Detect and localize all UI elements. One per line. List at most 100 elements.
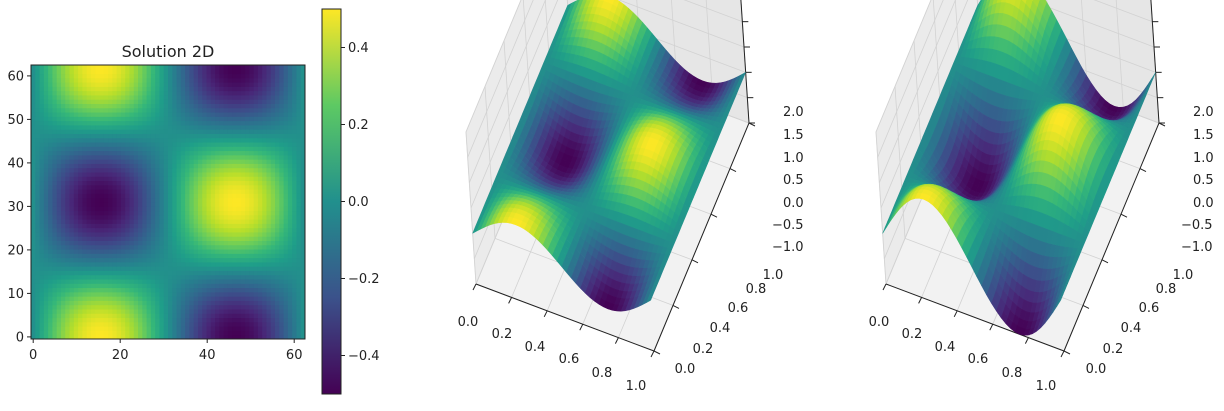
- heatmap-cell: [232, 94, 237, 100]
- heatmap-cell: [138, 274, 143, 280]
- heatmap-cell: [31, 120, 36, 126]
- heatmap-cell: [292, 176, 297, 182]
- heatmap-cell: [253, 249, 259, 254]
- heatmap-cell: [300, 116, 306, 122]
- heatmap-cell: [300, 167, 306, 173]
- heatmap-cell: [266, 163, 272, 169]
- heatmap-cell: [257, 291, 263, 297]
- heatmap-cell: [176, 120, 182, 126]
- heatmap-cell: [283, 154, 289, 160]
- heatmap-cell: [185, 279, 190, 284]
- heatmap-cell: [215, 142, 220, 147]
- heatmap-cell: [35, 219, 41, 224]
- heatmap-cell: [65, 189, 70, 194]
- heatmap-cell: [142, 176, 148, 182]
- heatmap-cell: [146, 240, 152, 246]
- heatmap-cell: [142, 227, 148, 233]
- heatmap-cell: [296, 90, 302, 96]
- heatmap-cell: [270, 120, 276, 126]
- heatmap-cell: [257, 334, 263, 340]
- heatmap-cell: [108, 291, 113, 297]
- heatmap-cell: [82, 236, 88, 241]
- heatmap-cell: [236, 176, 242, 182]
- heatmap-cell: [120, 180, 126, 186]
- heatmap-cell: [69, 129, 75, 134]
- heatmap-cell: [142, 107, 148, 113]
- heatmap-cell: [103, 94, 109, 100]
- heatmap-cell: [215, 300, 220, 306]
- heatmap-cell: [189, 240, 195, 246]
- heatmap-cell: [287, 180, 293, 186]
- heatmap-cell: [56, 227, 62, 233]
- heatmap-cell: [52, 249, 58, 254]
- heatmap-cell: [43, 261, 49, 267]
- heatmap-cell: [99, 219, 105, 224]
- heatmap-cell: [287, 167, 293, 173]
- heatmap-cell: [60, 154, 66, 160]
- heatmap-cell: [202, 326, 207, 331]
- heatmap-cell: [197, 150, 203, 156]
- heatmap-cell: [142, 137, 148, 143]
- x-tick-mark: [579, 323, 584, 331]
- heatmap-cell: [48, 321, 53, 327]
- heatmap-cell: [292, 274, 297, 280]
- heatmap-cell: [249, 300, 255, 306]
- heatmap-cell: [103, 73, 109, 79]
- heatmap-cell: [90, 129, 96, 134]
- heatmap-cell: [185, 253, 190, 259]
- heatmap-cell: [82, 120, 88, 126]
- heatmap-cell: [78, 107, 83, 113]
- heatmap-cell: [249, 236, 255, 241]
- heatmap-cell: [133, 257, 139, 263]
- heatmap-cell: [257, 279, 263, 284]
- heatmap-cell: [35, 214, 41, 220]
- heatmap-cell: [56, 304, 62, 310]
- heatmap-cell: [48, 82, 53, 87]
- heatmap-cell: [159, 300, 165, 306]
- heatmap-cell: [172, 330, 178, 336]
- heatmap-cell: [292, 296, 297, 301]
- heatmap-cell: [262, 197, 267, 203]
- heatmap-cell: [287, 189, 293, 194]
- heatmap-cell: [82, 176, 88, 182]
- heatmap-cell: [138, 261, 143, 267]
- heatmap-cell: [73, 219, 79, 224]
- heatmap-cell: [39, 133, 45, 139]
- heatmap-cell: [292, 184, 297, 190]
- heatmap-cell: [249, 103, 255, 109]
- heatmap-cell: [275, 231, 280, 237]
- heatmap-cell: [232, 334, 237, 340]
- heatmap-cell: [31, 249, 36, 254]
- heatmap-cell: [142, 300, 148, 306]
- heatmap-cell: [168, 197, 173, 203]
- heatmap-cell: [56, 103, 62, 109]
- heatmap-cell: [39, 309, 45, 314]
- heatmap-cell: [266, 261, 272, 267]
- heatmap-cell: [31, 189, 36, 194]
- heatmap-cell: [245, 231, 250, 237]
- heatmap-cell: [270, 193, 276, 199]
- heatmap-cell: [73, 176, 79, 182]
- heatmap-cell: [197, 231, 203, 237]
- heatmap-cell: [266, 180, 272, 186]
- heatmap-cell: [249, 266, 255, 271]
- heatmap-cell: [48, 116, 53, 122]
- heatmap-y-tick: 60: [7, 69, 24, 84]
- heatmap-cell: [52, 317, 58, 323]
- heatmap-cell: [116, 116, 122, 122]
- heatmap-cell: [172, 142, 178, 147]
- heatmap-cell: [215, 266, 220, 271]
- heatmap-cell: [172, 124, 178, 130]
- heatmap-cell: [227, 291, 233, 297]
- heatmap-cell: [35, 287, 41, 293]
- heatmap-cell: [60, 291, 66, 297]
- heatmap-cell: [210, 257, 216, 263]
- heatmap-cell: [300, 304, 306, 310]
- heatmap-cell: [65, 86, 70, 92]
- heatmap-cell: [138, 146, 143, 152]
- heatmap-cell: [103, 159, 109, 164]
- heatmap-cell: [287, 197, 293, 203]
- heatmap-cell: [82, 69, 88, 75]
- heatmap-cell: [240, 90, 246, 96]
- heatmap-cell: [189, 129, 195, 134]
